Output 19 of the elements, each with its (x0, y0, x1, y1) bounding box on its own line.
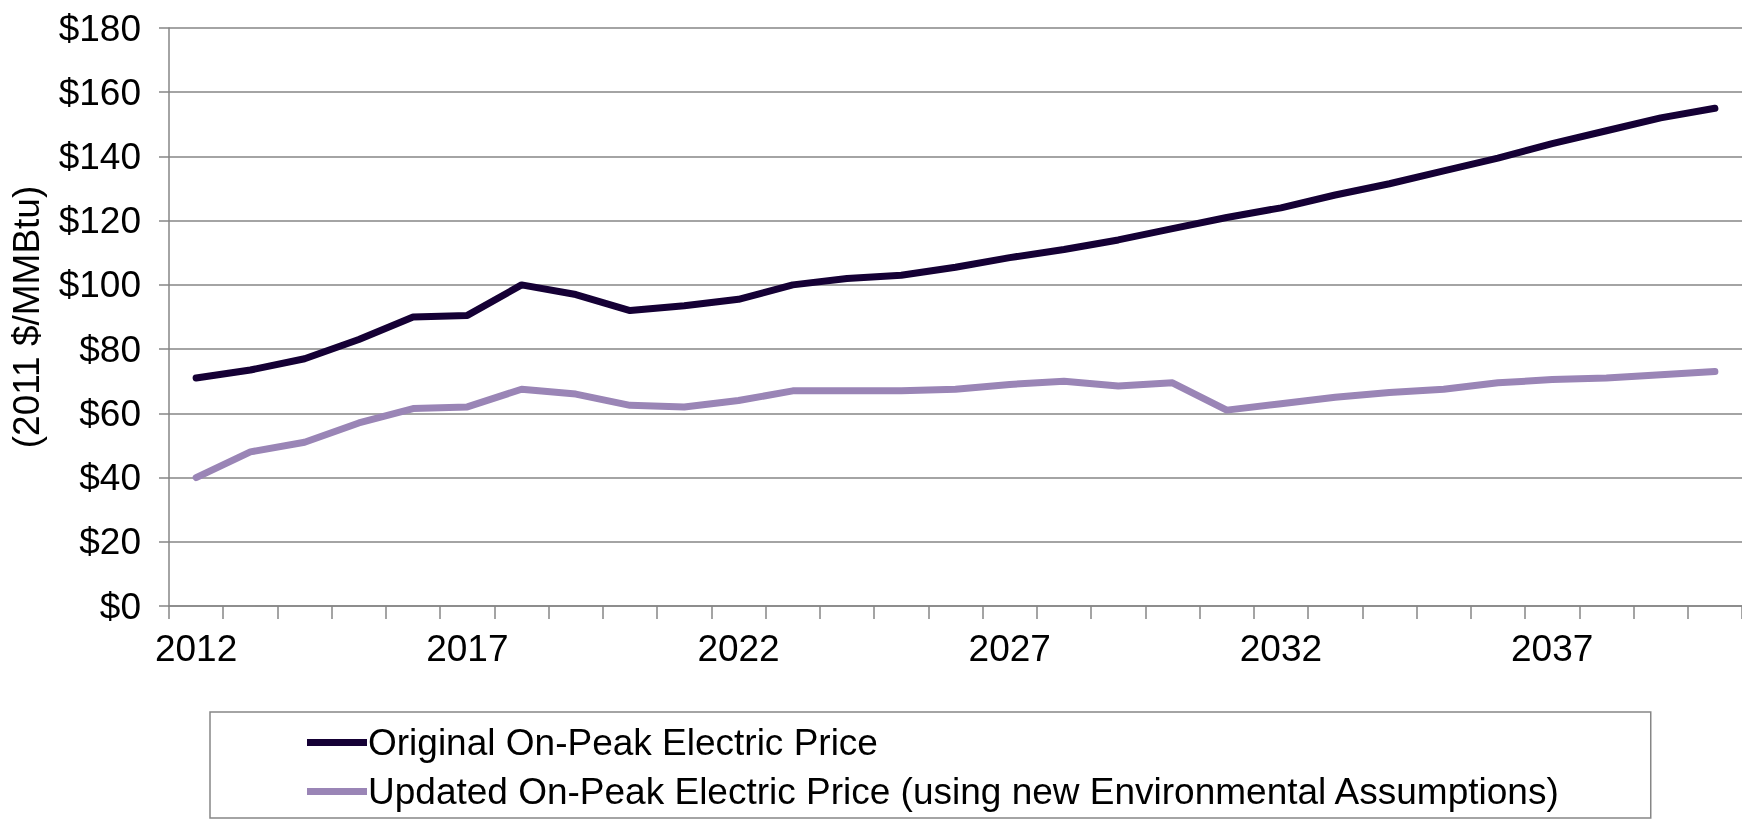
y-tick-label: $80 (79, 328, 141, 370)
y-tick-label: $120 (58, 200, 141, 242)
y-tick-label: $20 (79, 521, 141, 563)
y-tick-label: $0 (99, 585, 141, 627)
x-tick-label: 2012 (154, 628, 238, 669)
y-axis-title: (2011 $/MMBtu) (6, 185, 47, 449)
x-tick-label: 2027 (968, 628, 1051, 669)
legend-label: Original On-Peak Electric Price (368, 722, 878, 763)
x-tick-label: 2017 (426, 628, 509, 669)
x-tick-label: 2032 (1239, 628, 1323, 669)
y-tick-label: $140 (58, 135, 141, 177)
y-tick-label: $100 (58, 264, 141, 306)
y-tick-label: $180 (58, 7, 141, 49)
y-tick-label: $160 (58, 71, 141, 113)
legend-label: Updated On-Peak Electric Price (using new Environmental Assumptions) (368, 771, 1559, 812)
y-tick-label: $60 (79, 392, 141, 434)
y-tick-label: $40 (79, 457, 141, 499)
x-tick-label: 2037 (1511, 628, 1594, 669)
x-tick-label: 2022 (697, 628, 780, 669)
